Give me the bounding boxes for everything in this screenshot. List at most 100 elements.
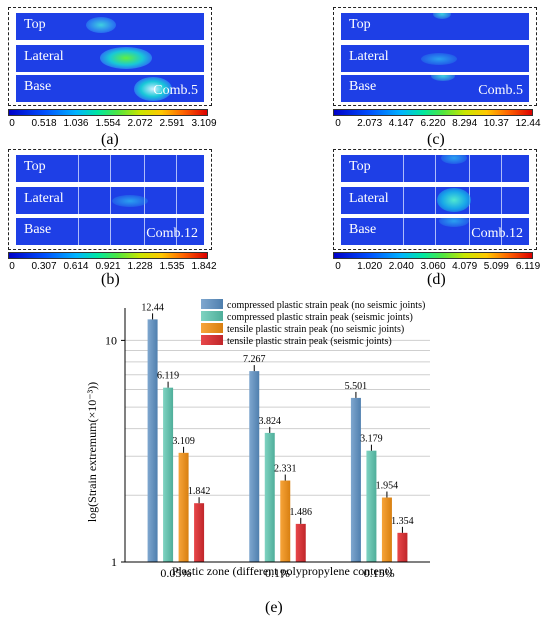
seismic-joint [176, 187, 177, 214]
axes-group: 1 10 0.05% 0.1% 0.15% [105, 308, 430, 580]
color-scale-ticks: 0 1.020 2.040 3.060 4.079 5.099 6.119 [335, 261, 540, 273]
seismic-joint [144, 155, 145, 182]
scale-tick: 3.060 [420, 261, 446, 272]
seismic-joint [501, 187, 502, 214]
legend-entry: compressed plastic strain peak (seismic … [227, 312, 413, 323]
bar [249, 371, 260, 562]
scale-tick: 0.307 [31, 261, 57, 272]
scale-tick: 3.109 [191, 118, 217, 129]
legend-entry: compressed plastic strain peak (no seism… [227, 300, 425, 311]
scale-tick: 8.294 [452, 118, 478, 129]
contour-panel-d: Top Lateral Base Comb.12 [333, 149, 537, 250]
y-axis-label: log(Strain extremum(×10⁻³)) [85, 382, 99, 522]
scale-tick: 0 [335, 118, 341, 129]
panel-label-c: (c) [427, 131, 445, 148]
color-scale-bar [8, 109, 208, 116]
scale-tick: 1.535 [159, 261, 185, 272]
scale-tick: 0.921 [95, 261, 121, 272]
strip-label-top: Top [349, 159, 371, 174]
x-tick-label: 0.15% [364, 566, 395, 580]
y-tick-label: 1 [111, 555, 117, 569]
data-label: 1.954 [376, 481, 399, 492]
panel-label-d: (d) [427, 271, 446, 288]
strip-label-top: Top [349, 17, 371, 32]
bar [280, 480, 291, 562]
strain-hotspot [100, 47, 152, 69]
color-scale-ticks: 0 0.307 0.614 0.921 1.228 1.535 1.842 [9, 261, 216, 273]
data-label: 3.824 [259, 416, 282, 427]
strip-label-base: Base [24, 222, 52, 237]
panel-label-b: (b) [101, 271, 120, 288]
seismic-joint [110, 218, 111, 245]
data-label: 7.267 [243, 354, 266, 365]
panel-label-e: (e) [265, 599, 283, 616]
strain-bar-chart: 12.44 6.119 3.109 1.842 7.267 3.824 2.331 1.486… [85, 299, 430, 580]
bar [194, 503, 205, 562]
data-label: 5.501 [345, 381, 368, 392]
strain-hotspot [421, 53, 457, 65]
seismic-joint [78, 187, 79, 214]
y-tick-label: 10 [105, 333, 117, 347]
bar [397, 532, 408, 562]
seismic-joint [435, 187, 436, 214]
strip-label-lateral: Lateral [349, 191, 389, 206]
color-scale-bar [333, 252, 533, 259]
data-label: 3.179 [360, 434, 383, 445]
data-label: 1.354 [391, 516, 414, 527]
combination-label: Comb.5 [478, 83, 523, 98]
strip-base: Base Comb.5 [341, 75, 529, 102]
strip-label-top: Top [24, 17, 46, 32]
strip-lateral: Lateral [341, 187, 529, 214]
strip-lateral: Lateral [341, 45, 529, 72]
seismic-joint [435, 155, 436, 182]
strain-hotspot [439, 218, 469, 227]
data-label: 12.44 [141, 302, 164, 313]
combination-label: Comb.12 [471, 226, 523, 241]
strip-base: Base Comb.12 [16, 218, 204, 245]
scale-tick: 2.073 [357, 118, 383, 129]
scale-tick: 0 [9, 261, 15, 272]
strip-label-lateral: Lateral [24, 191, 64, 206]
strain-hotspot [86, 17, 116, 33]
legend-entry: tensile plastic strain peak (seismic joi… [227, 336, 392, 347]
seismic-joint [469, 155, 470, 182]
scale-tick: 4.079 [452, 261, 478, 272]
strip-base: Base Comb.5 [16, 75, 204, 102]
scale-tick: 2.040 [388, 261, 414, 272]
seismic-joint [403, 155, 404, 182]
legend-entry: tensile plastic strain peak (no seismic … [227, 324, 404, 335]
color-scale-ticks: 0 0.518 1.036 1.554 2.072 2.591 3.109 [9, 118, 216, 130]
combination-label: Comb.5 [153, 83, 198, 98]
legend-swatch [201, 323, 223, 333]
scale-tick: 0.518 [31, 118, 57, 129]
strip-top: Top [16, 155, 204, 182]
data-label: 2.331 [274, 464, 297, 475]
bars-group: 12.44 6.119 3.109 1.842 7.267 3.824 2.331 1.486… [141, 302, 414, 562]
scale-tick: 1.842 [191, 261, 217, 272]
x-axis-label: Plastic zone (different polypropylene co… [172, 564, 392, 578]
strip-top: Top [16, 13, 204, 40]
strip-top: Top [341, 13, 529, 40]
strip-base: Base Comb.12 [341, 218, 529, 245]
seismic-joint [176, 155, 177, 182]
scale-tick: 10.37 [483, 118, 509, 129]
scale-tick: 0.614 [63, 261, 89, 272]
strain-hotspot [433, 13, 451, 19]
x-tick-label: 0.1% [265, 566, 290, 580]
strain-hotspot [441, 155, 467, 164]
strip-label-base: Base [349, 79, 377, 94]
scale-tick: 0 [335, 261, 341, 272]
legend-swatch [201, 335, 223, 345]
scale-tick: 1.036 [63, 118, 89, 129]
seismic-joint [144, 218, 145, 245]
seismic-joint [501, 218, 502, 245]
scale-tick: 5.099 [483, 261, 509, 272]
seismic-joint [78, 218, 79, 245]
strip-label-base: Base [24, 79, 52, 94]
scale-tick: 2.072 [127, 118, 153, 129]
seismic-joint [110, 187, 111, 214]
strip-label-top: Top [24, 159, 46, 174]
bar [163, 387, 174, 562]
strain-hotspot [112, 195, 148, 207]
strain-hotspot [134, 77, 172, 101]
